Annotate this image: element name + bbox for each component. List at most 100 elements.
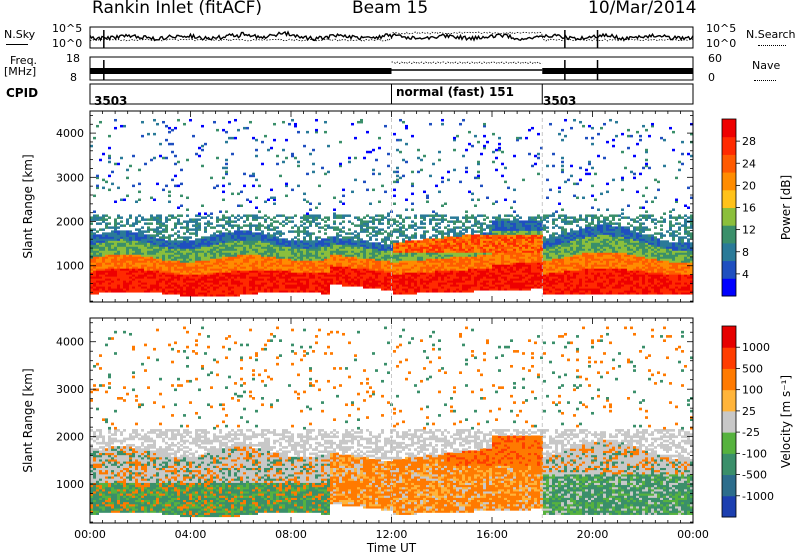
power-cell — [225, 278, 228, 281]
power-cell — [309, 274, 312, 277]
power-cell — [105, 266, 108, 269]
power-cell — [93, 292, 96, 295]
power-cell — [156, 254, 159, 257]
power-cell — [177, 214, 180, 217]
power-cell — [240, 230, 243, 233]
power-cell — [177, 220, 180, 223]
power-cell — [123, 282, 126, 285]
power-cell — [129, 276, 132, 279]
power-cell — [468, 238, 471, 241]
power-cell — [264, 220, 267, 223]
power-cell — [408, 280, 411, 283]
power-cell — [360, 222, 363, 225]
power-cell — [135, 218, 138, 221]
power-cell — [459, 272, 462, 275]
power-cell — [219, 270, 222, 273]
power-cell — [357, 274, 360, 277]
power-cell — [249, 200, 252, 204]
power-cell — [309, 244, 312, 247]
power-cell — [420, 282, 423, 285]
power-cell — [480, 284, 483, 287]
power-cell — [105, 248, 108, 251]
power-cell — [159, 284, 162, 287]
power-cell — [240, 232, 243, 235]
power-cell — [357, 280, 360, 283]
power-cell — [408, 272, 411, 275]
power-cell — [495, 270, 498, 273]
power-cell — [351, 272, 354, 275]
power-cell — [336, 244, 339, 247]
power-cell — [222, 184, 225, 188]
power-cell — [159, 154, 162, 158]
power-cell — [150, 264, 153, 267]
power-cell — [288, 288, 291, 291]
power-cell — [138, 198, 141, 202]
power-cell — [180, 236, 183, 239]
power-cell — [243, 278, 246, 281]
power-cell — [306, 246, 309, 249]
power-cell — [192, 246, 195, 249]
power-cell — [462, 264, 465, 267]
power-cell — [189, 240, 192, 243]
power-cell — [189, 220, 192, 223]
power-cell — [192, 240, 195, 243]
power-cell — [285, 218, 288, 221]
power-cell — [228, 236, 231, 239]
power-cell — [411, 262, 414, 265]
power-cell — [414, 272, 417, 275]
power-cell — [273, 270, 276, 273]
power-cell — [372, 148, 375, 152]
power-cell — [462, 222, 465, 225]
power-cell — [117, 250, 120, 253]
power-cell — [459, 252, 462, 255]
power-cell — [102, 220, 105, 223]
power-cell — [315, 218, 318, 221]
power-cell — [435, 224, 438, 227]
power-cell — [330, 236, 333, 239]
power-cell — [126, 268, 129, 271]
power-cell — [489, 244, 492, 247]
power-cell — [228, 246, 231, 249]
power-cell — [351, 264, 354, 267]
power-cell — [444, 260, 447, 263]
power-cell — [477, 226, 480, 229]
power-cell — [276, 232, 279, 235]
power-cell — [393, 250, 396, 253]
power-cell — [147, 258, 150, 261]
power-cell — [189, 228, 192, 231]
power-cell — [450, 216, 453, 219]
power-cell — [327, 218, 330, 221]
power-cell — [357, 254, 360, 257]
power-cell — [96, 272, 99, 275]
power-cell — [429, 214, 432, 217]
power-cell — [315, 290, 318, 293]
power-cell — [423, 232, 426, 235]
power-cell — [495, 268, 498, 271]
power-cell — [498, 250, 501, 253]
power-cell — [477, 272, 480, 275]
power-cell — [165, 260, 168, 263]
power-cell — [291, 220, 294, 223]
power-cell — [453, 286, 456, 289]
power-cell — [246, 198, 249, 202]
power-cell — [201, 236, 204, 239]
power-cell — [141, 252, 144, 255]
power-cell — [489, 258, 492, 261]
power-cell — [468, 242, 471, 245]
power-cell — [243, 284, 246, 287]
power-cell — [462, 274, 465, 277]
power-cell — [408, 282, 411, 285]
power-cell — [471, 232, 474, 235]
power-cell — [303, 290, 306, 293]
power-cell — [504, 272, 507, 275]
power-cell — [282, 160, 285, 164]
power-cell — [468, 280, 471, 283]
power-cell — [108, 276, 111, 279]
power-cell — [225, 282, 228, 285]
power-cell — [393, 246, 396, 249]
power-cell — [480, 228, 483, 231]
power-cell — [369, 270, 372, 273]
power-cell — [138, 270, 141, 273]
power-cell — [246, 276, 249, 279]
power-cell — [498, 252, 501, 255]
